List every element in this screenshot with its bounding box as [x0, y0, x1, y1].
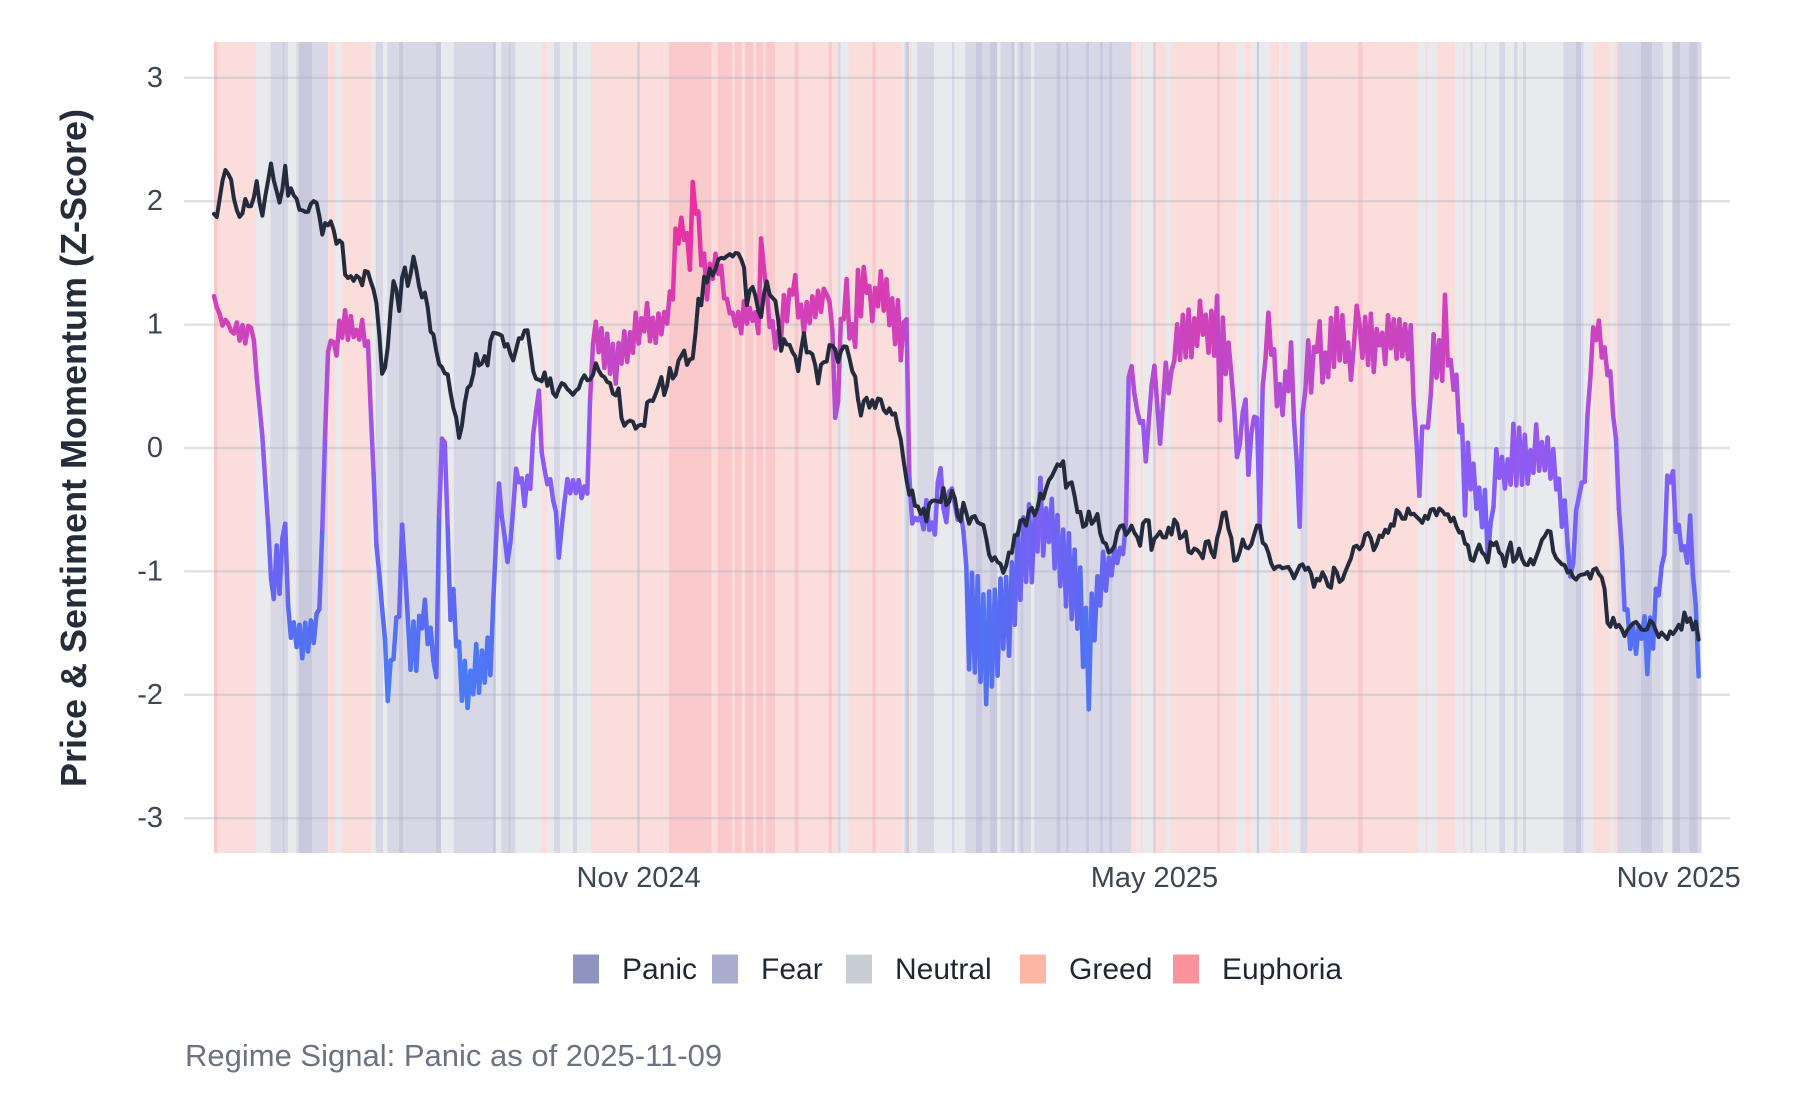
svg-text:Nov 2024: Nov 2024 — [577, 862, 701, 894]
svg-text:3: 3 — [147, 62, 163, 94]
svg-text:Greed: Greed — [1069, 953, 1152, 986]
svg-text:2: 2 — [147, 185, 163, 217]
svg-text:-3: -3 — [137, 802, 163, 834]
svg-text:0: 0 — [147, 432, 163, 464]
svg-text:-2: -2 — [137, 679, 163, 711]
svg-text:-1: -1 — [137, 555, 163, 587]
svg-text:Nov 2025: Nov 2025 — [1617, 862, 1741, 894]
svg-text:1: 1 — [147, 309, 163, 341]
svg-text:Euphoria: Euphoria — [1222, 953, 1342, 986]
svg-text:Price & Sentiment Momentum (Z-: Price & Sentiment Momentum (Z-Score) — [53, 109, 94, 787]
svg-text:Fear: Fear — [761, 953, 823, 986]
svg-text:Neutral: Neutral — [895, 953, 992, 986]
svg-text:May 2025: May 2025 — [1091, 862, 1218, 894]
svg-text:Regime Signal: Panic as of 202: Regime Signal: Panic as of 2025-11-09 — [185, 1038, 722, 1073]
svg-text:Panic: Panic — [622, 953, 697, 986]
